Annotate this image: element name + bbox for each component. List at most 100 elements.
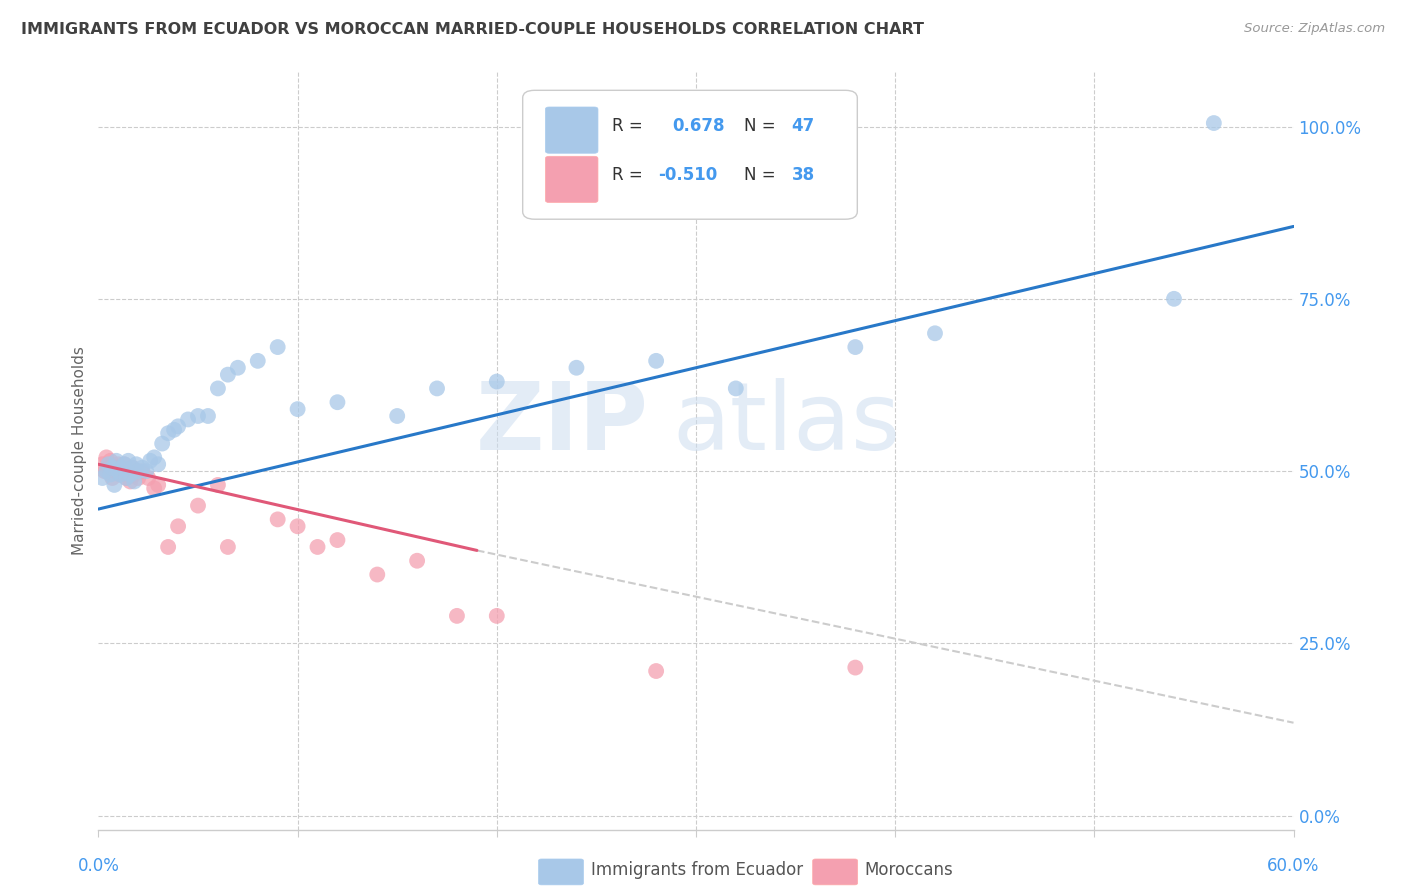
Text: N =: N = [744,117,775,135]
Point [163,423,186,437]
Text: N =: N = [744,166,775,185]
Point [139,454,162,468]
Point [105,460,128,475]
Point [307,540,329,554]
Point [131,464,153,478]
Point [98,454,122,468]
Point [148,457,170,471]
FancyBboxPatch shape [546,156,598,202]
Point [111,460,134,475]
Point [120,475,142,489]
Point [426,381,449,395]
Point [124,467,146,482]
Text: Immigrants from Ecuador: Immigrants from Ecuador [591,861,803,879]
Point [107,457,129,471]
Point [105,454,128,468]
Point [110,467,132,482]
Point [112,457,135,471]
Point [187,499,209,513]
Point [267,512,290,526]
Point [645,354,668,368]
Point [565,360,588,375]
Point [112,457,135,471]
Point [97,457,120,471]
Point [136,471,159,485]
Point [148,478,170,492]
Point [93,464,115,478]
Point [485,608,508,623]
Point [724,381,747,395]
FancyBboxPatch shape [523,90,858,219]
Point [1163,292,1185,306]
Point [226,360,249,375]
Point [157,426,180,441]
Point [207,478,229,492]
Text: R =: R = [613,117,643,135]
Text: Moroccans: Moroccans [865,861,953,879]
Point [287,402,309,417]
Point [187,409,209,423]
Point [103,478,125,492]
Point [143,450,166,465]
Point [645,664,668,678]
Point [135,464,157,478]
Point [924,326,946,341]
Text: ZIP: ZIP [475,378,648,470]
Text: atlas: atlas [672,378,900,470]
Point [115,471,138,485]
Point [150,436,173,450]
Point [110,467,132,482]
Point [97,460,120,475]
Point [117,464,139,478]
FancyBboxPatch shape [546,107,598,153]
Point [121,460,143,475]
Point [207,381,229,395]
Point [124,475,146,489]
Point [127,464,149,478]
Point [115,471,138,485]
Point [366,567,388,582]
Point [246,354,269,368]
Text: 0.0%: 0.0% [77,857,120,875]
Point [287,519,309,533]
Point [103,464,125,478]
Text: -0.510: -0.510 [658,166,717,185]
Point [326,395,349,409]
Point [98,467,122,482]
Y-axis label: Married-couple Households: Married-couple Households [72,346,87,555]
Point [107,464,129,478]
Text: 38: 38 [792,166,814,185]
Point [101,471,124,485]
Point [844,660,866,674]
Point [485,375,508,389]
Point [101,460,124,475]
Point [167,419,190,434]
Point [117,454,139,468]
Point [177,412,200,426]
Point [217,368,239,382]
Point [217,540,239,554]
Point [121,460,143,475]
Text: Source: ZipAtlas.com: Source: ZipAtlas.com [1244,22,1385,36]
Point [326,533,349,547]
Point [406,554,429,568]
Point [197,409,219,423]
Point [446,608,468,623]
Text: 47: 47 [792,117,815,135]
Point [91,457,114,471]
Point [143,482,166,496]
Point [111,464,134,478]
Point [385,409,409,423]
Point [267,340,290,354]
Point [167,519,190,533]
Point [157,540,180,554]
Point [125,464,148,478]
Text: IMMIGRANTS FROM ECUADOR VS MOROCCAN MARRIED-COUPLE HOUSEHOLDS CORRELATION CHART: IMMIGRANTS FROM ECUADOR VS MOROCCAN MARR… [21,22,924,37]
Point [91,471,114,485]
Text: 0.678: 0.678 [672,117,724,135]
Point [127,471,149,485]
Point [120,467,142,482]
Point [1202,116,1225,130]
Point [125,457,148,471]
Point [96,464,118,478]
